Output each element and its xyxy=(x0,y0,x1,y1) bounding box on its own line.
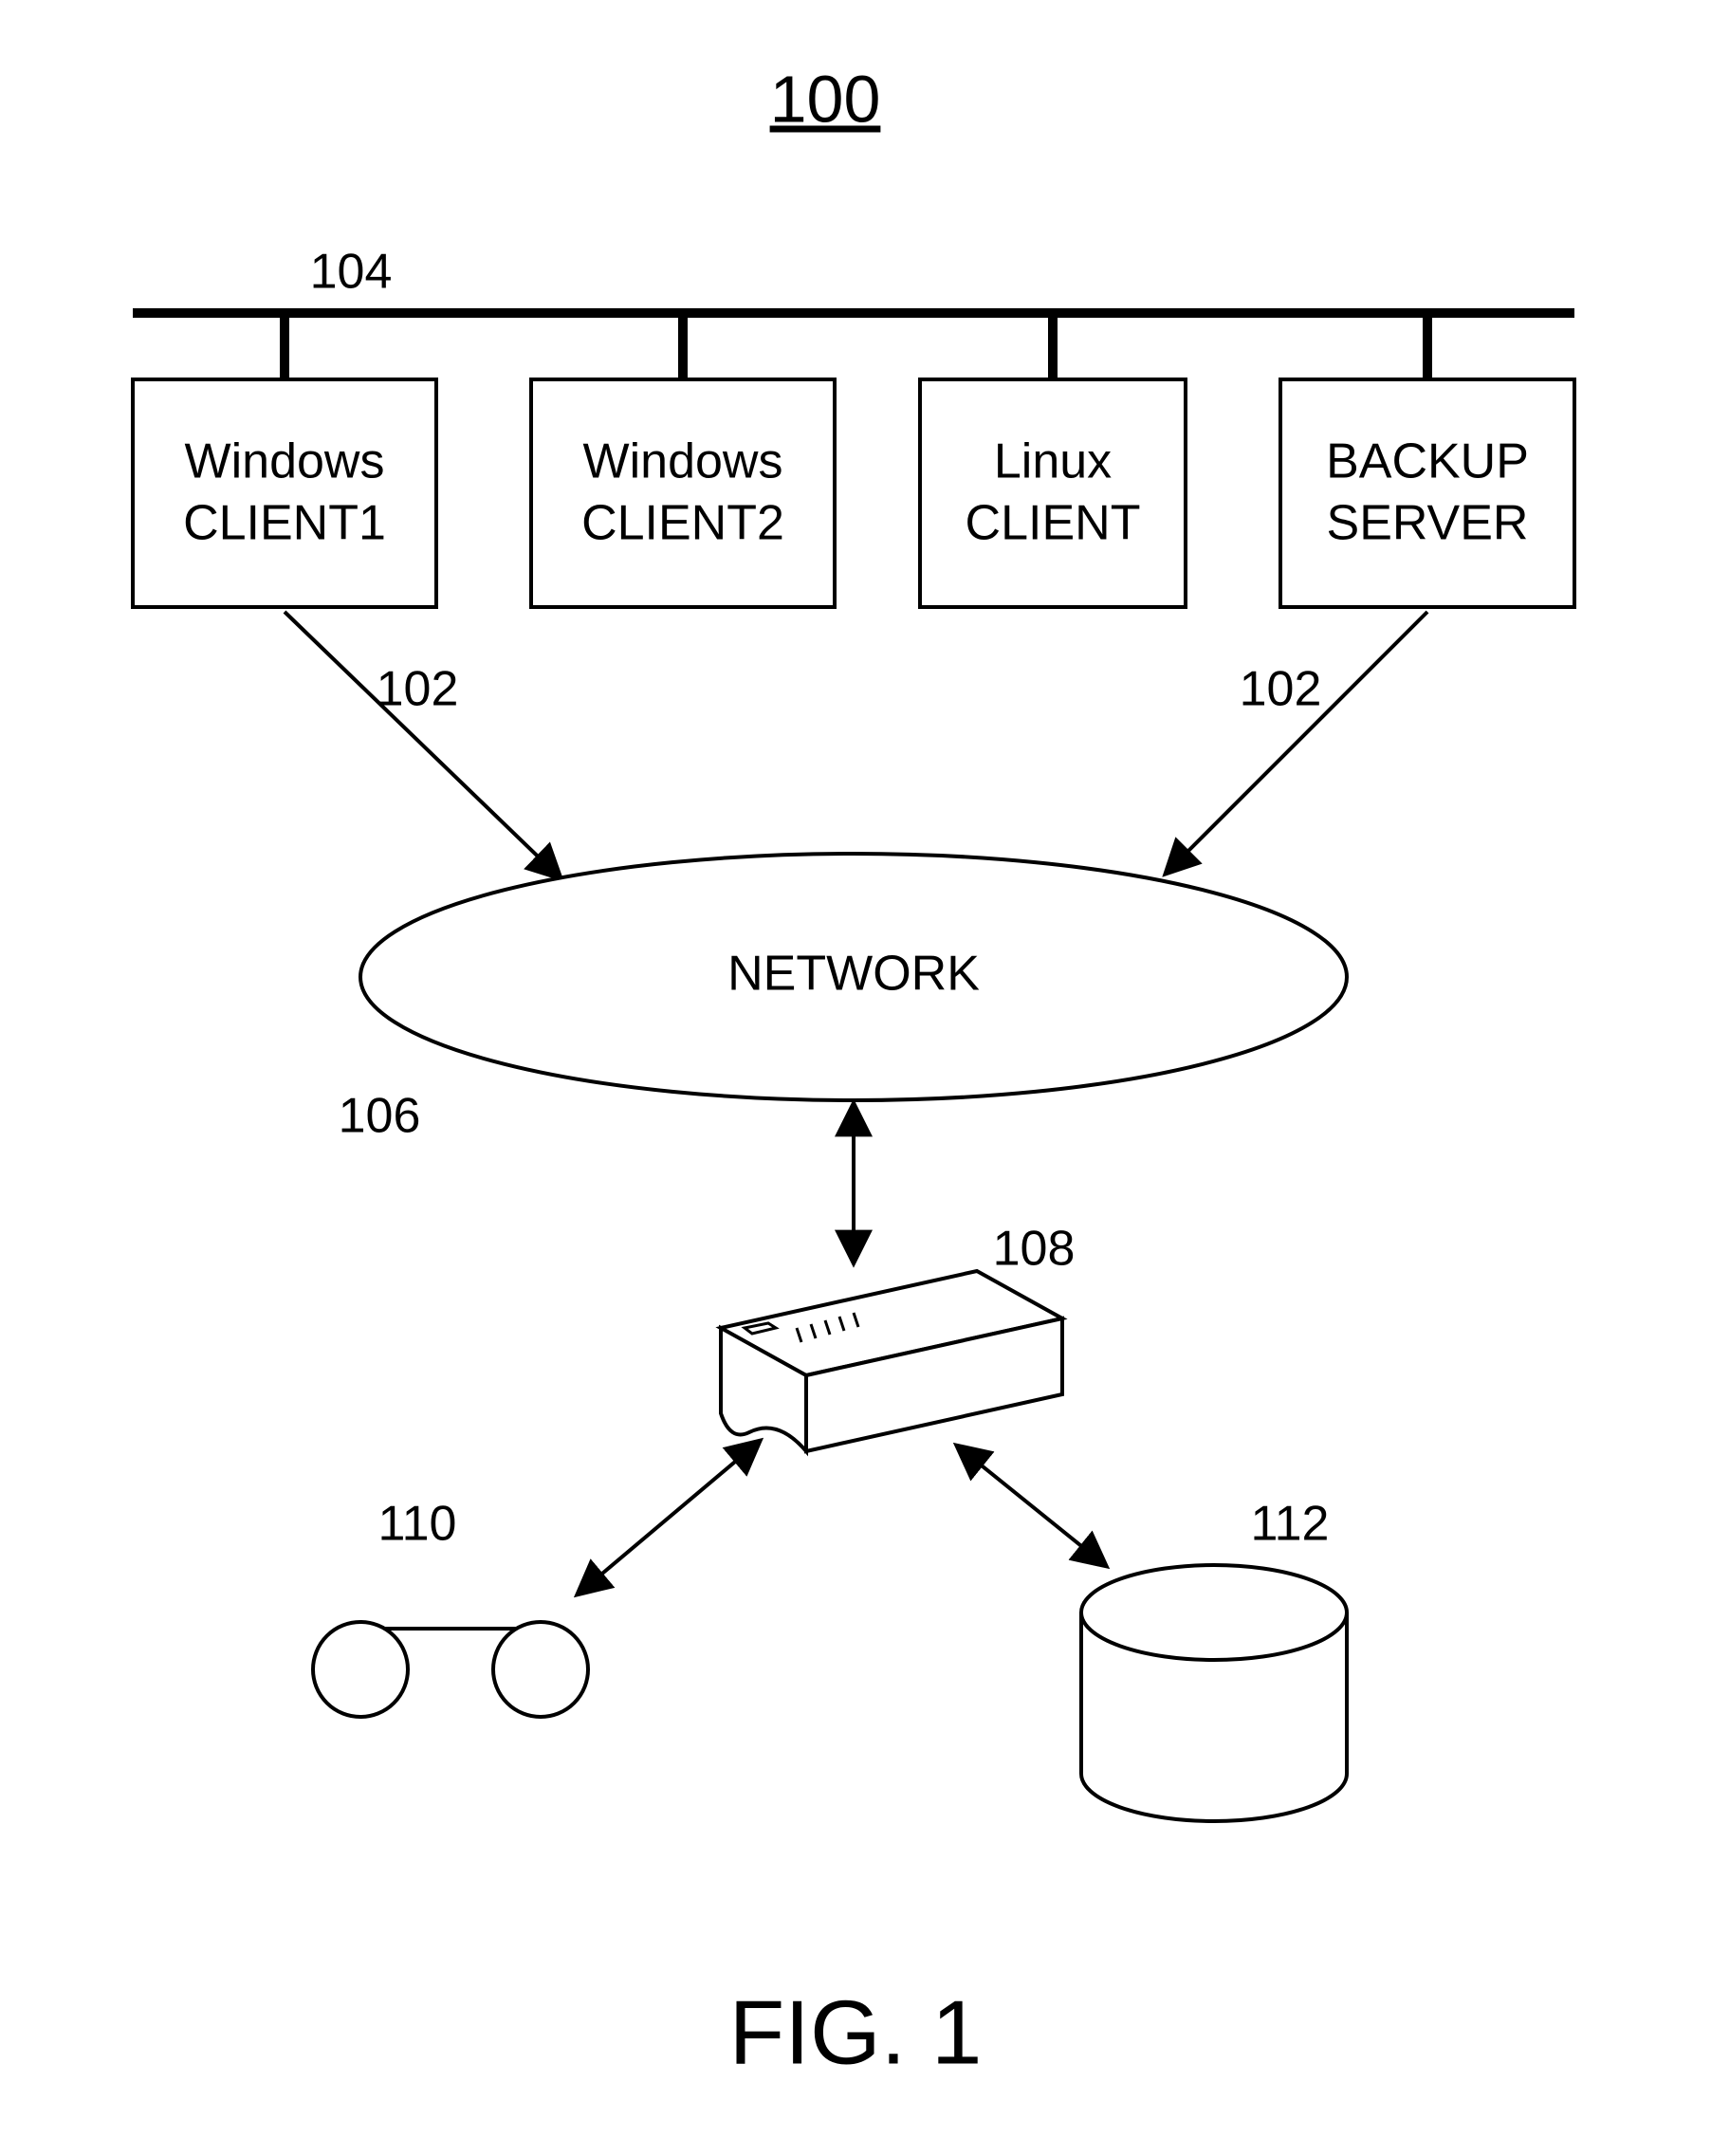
ref-100: 100 xyxy=(770,62,881,136)
arrow-switch-disk xyxy=(958,1447,1105,1565)
arrow-client1-network xyxy=(285,612,560,877)
node-network: NETWORK xyxy=(360,854,1347,1100)
node-switch xyxy=(721,1271,1062,1451)
node-client1: Windows CLIENT1 xyxy=(133,379,436,607)
ref-106: 106 xyxy=(339,1089,421,1144)
figure-caption: FIG. 1 xyxy=(729,1981,983,2083)
node-client2: Windows CLIENT2 xyxy=(531,379,835,607)
client3-line1: Linux xyxy=(994,434,1112,489)
node-server: BACKUP SERVER xyxy=(1280,379,1574,607)
node-client3: Linux CLIENT xyxy=(920,379,1186,607)
arrow-server-network xyxy=(1167,612,1427,873)
ref-108: 108 xyxy=(993,1222,1076,1277)
client3-line2: CLIENT xyxy=(966,496,1141,551)
server-line2: SERVER xyxy=(1327,496,1529,551)
client1-line2: CLIENT1 xyxy=(183,496,386,551)
ref-112: 112 xyxy=(1251,1497,1330,1552)
node-tape xyxy=(313,1622,588,1717)
arrow-switch-tape xyxy=(579,1442,759,1594)
node-disk xyxy=(1081,1565,1347,1821)
client2-line1: Windows xyxy=(583,434,783,489)
server-line1: BACKUP xyxy=(1326,434,1529,489)
network-label: NETWORK xyxy=(727,947,980,1002)
ref-102-left: 102 xyxy=(377,662,459,717)
ref-102-right: 102 xyxy=(1240,662,1322,717)
client1-line1: Windows xyxy=(185,434,385,489)
ref-110: 110 xyxy=(378,1497,457,1552)
ref-104: 104 xyxy=(310,245,393,300)
client2-line2: CLIENT2 xyxy=(581,496,784,551)
bus-104 xyxy=(133,313,1574,379)
